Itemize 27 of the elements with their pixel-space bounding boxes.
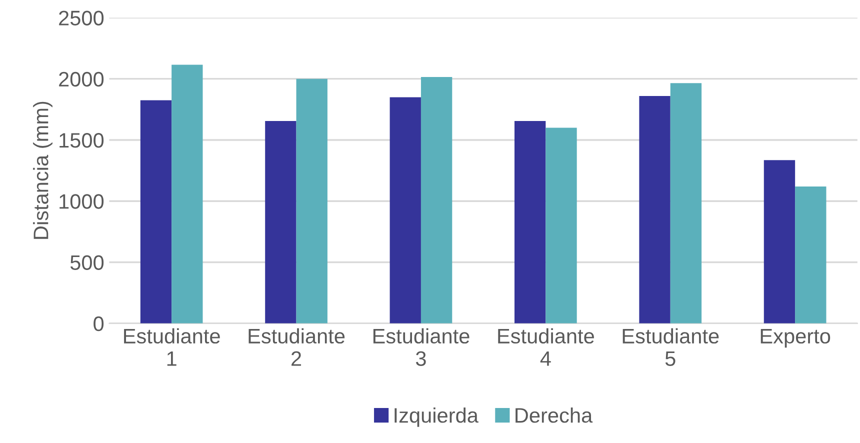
y-tick-label: 1000 [60, 194, 104, 209]
y-tick-label: 1500 [60, 132, 104, 148]
x-tick-label: Estudiante 5 [622, 328, 719, 366]
bar [514, 121, 546, 324]
bar [390, 97, 421, 324]
bar [140, 100, 172, 324]
x-tick-label: Estudiante 3 [373, 328, 470, 366]
x-tick-label: Experto [760, 329, 830, 348]
y-tick-label: 500 [70, 255, 104, 270]
legend-label: Izquierda [394, 407, 478, 427]
y-tick-label: 0 [94, 316, 104, 332]
legend-label: Derecha [516, 407, 593, 423]
bar [546, 128, 577, 324]
bar [172, 64, 203, 324]
x-tick-label: Estudiante 2 [248, 328, 345, 366]
y-tick-label: 2500 [59, 10, 104, 26]
x-tick-label: Estudiante 4 [498, 328, 594, 366]
bar [296, 78, 328, 324]
x-tick-label: Estudiante 1 [124, 328, 220, 366]
bar [265, 121, 296, 324]
bar [420, 77, 452, 324]
y-axis-title: Distancia (mm) [33, 102, 52, 239]
bar [764, 160, 796, 324]
y-tick-label: 2000 [59, 72, 104, 87]
bar [795, 186, 826, 324]
bar [639, 96, 670, 324]
bar [670, 83, 702, 324]
